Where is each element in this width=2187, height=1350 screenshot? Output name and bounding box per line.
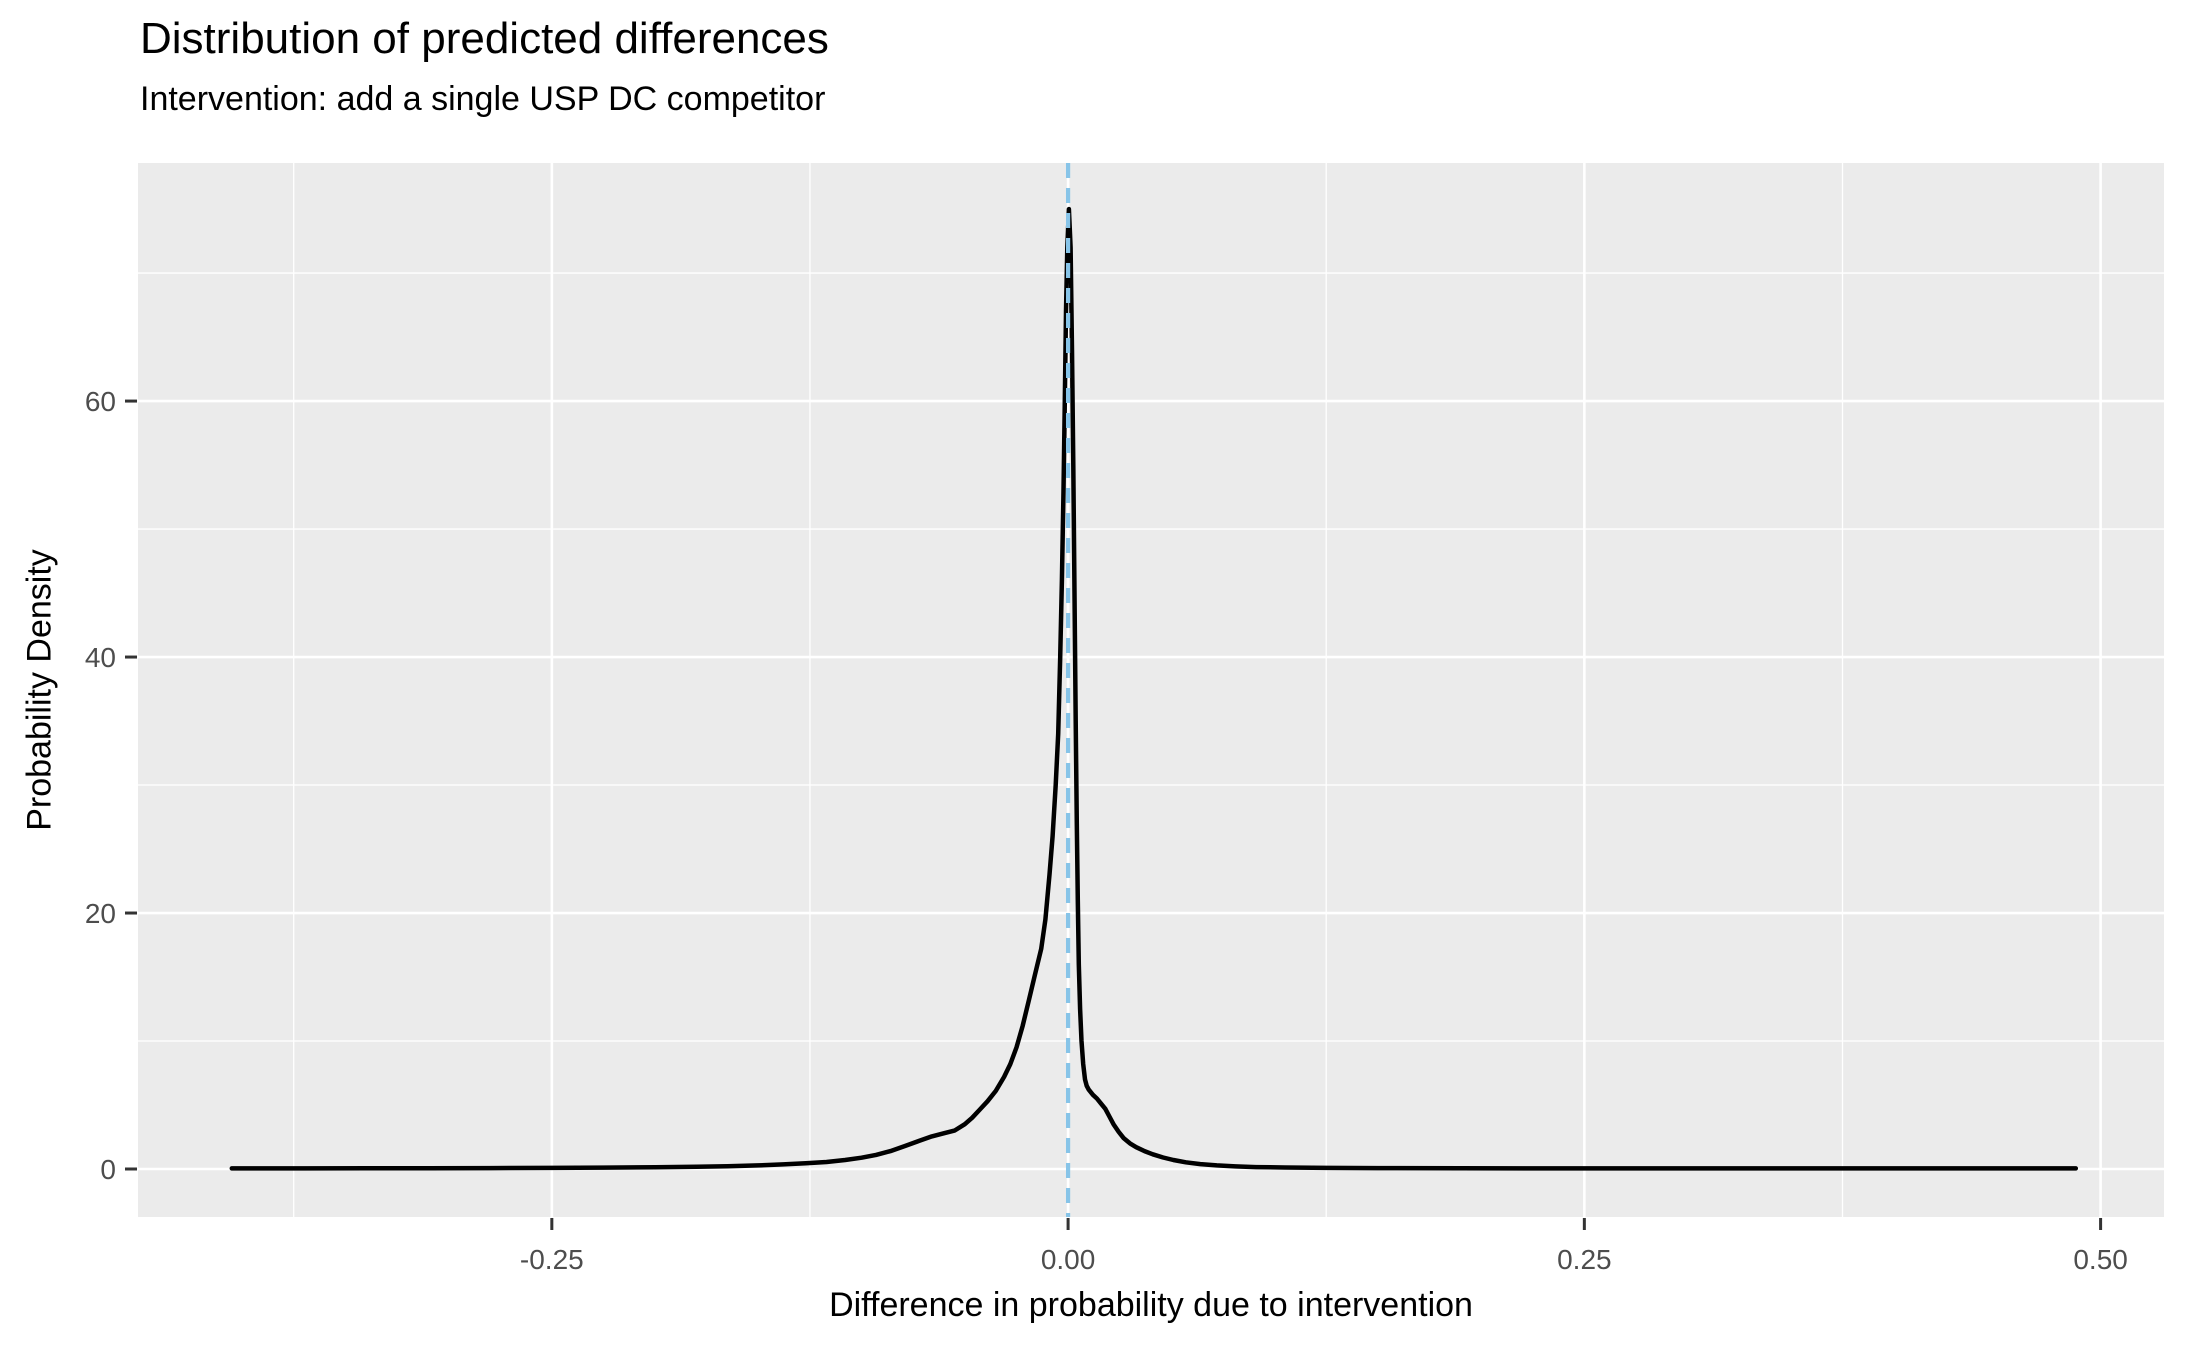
y-tick-label: 40 (85, 642, 116, 673)
plot-title: Distribution of predicted differences (140, 14, 829, 63)
y-axis-title: Probability Density (20, 549, 59, 831)
x-axis-title: Difference in probability due to interve… (829, 1286, 1473, 1324)
y-tick-label: 60 (85, 386, 116, 417)
plot-subtitle: Intervention: add a single USP DC compet… (140, 80, 826, 118)
y-tick-label: 0 (100, 1154, 116, 1185)
x-tick-label: 0.50 (2073, 1244, 2128, 1275)
density-curve (229, 206, 2079, 1171)
y-tick-label: 20 (85, 898, 116, 929)
x-tick-label: -0.25 (520, 1244, 584, 1275)
panel-background (138, 163, 2164, 1217)
x-tick-label: 0.25 (1557, 1244, 1612, 1275)
x-tick-label: 0.00 (1041, 1244, 1096, 1275)
